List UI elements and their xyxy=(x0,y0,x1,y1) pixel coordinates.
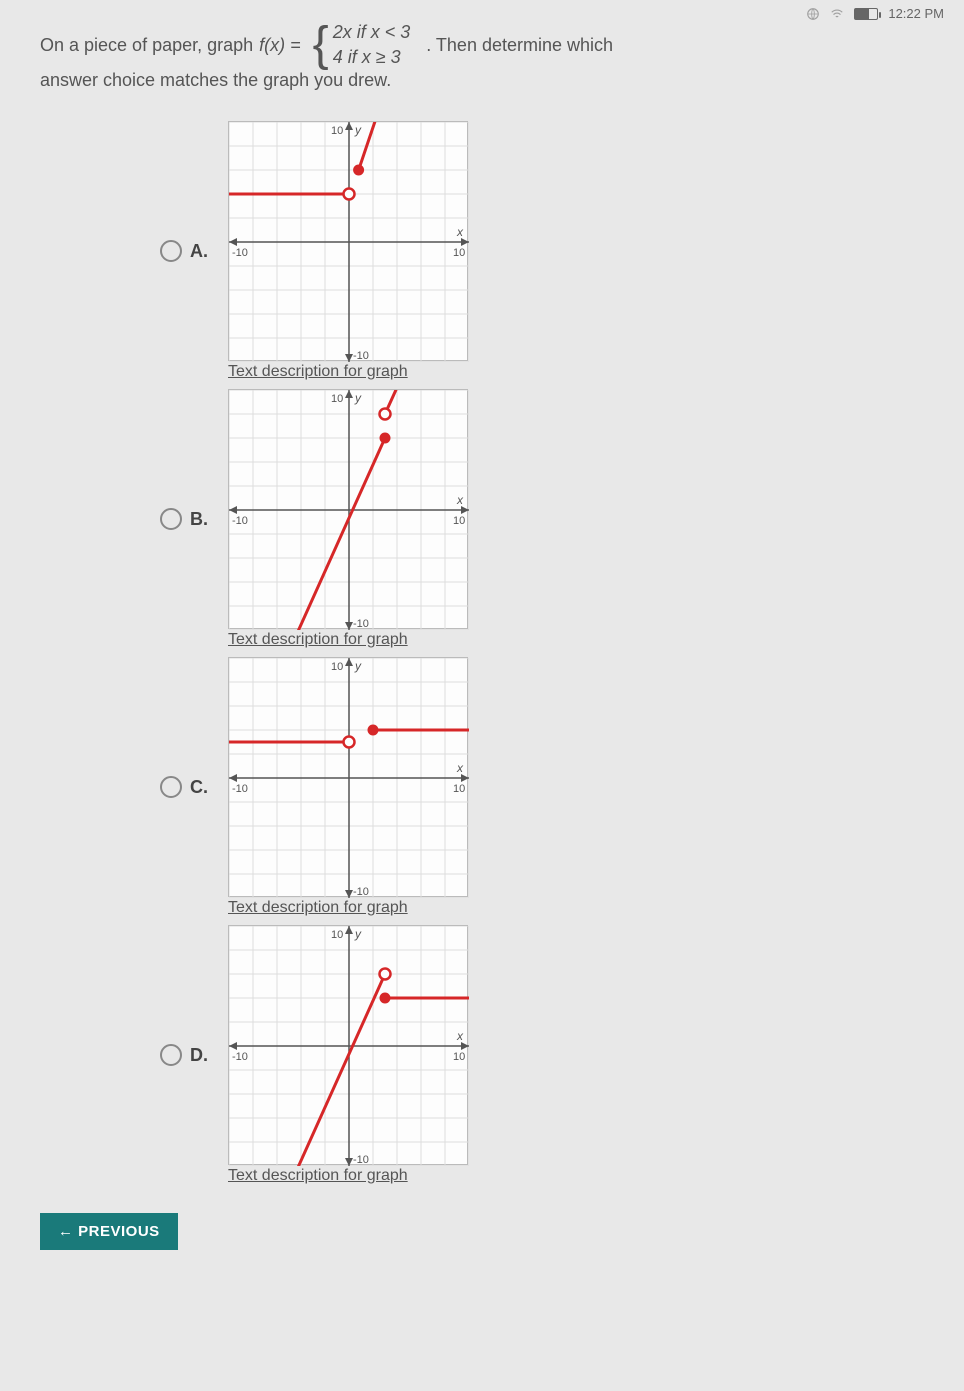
svg-text:-10: -10 xyxy=(353,1154,369,1166)
option-d-label: D. xyxy=(190,1045,210,1066)
piece-1: 2x if x < 3 xyxy=(329,20,415,45)
svg-text:10: 10 xyxy=(453,1051,465,1063)
radio-d[interactable] xyxy=(160,1044,182,1066)
graph-d-desc-link[interactable]: Text description for graph xyxy=(228,1167,468,1185)
network-icon xyxy=(806,7,820,21)
svg-text:-10: -10 xyxy=(232,783,248,795)
svg-text:10: 10 xyxy=(331,661,343,673)
radio-c[interactable] xyxy=(160,776,182,798)
graph-d: 10 y -10 -10 10 x xyxy=(228,925,468,1165)
wifi-icon xyxy=(830,7,844,21)
battery-icon xyxy=(854,8,878,20)
piecewise-function: { 2x if x < 3 4 if x ≥ 3 xyxy=(313,20,415,70)
option-a-label: A. xyxy=(190,241,210,262)
svg-text:10: 10 xyxy=(331,929,343,941)
option-b[interactable]: B. 10 y -10 -10 10 x Text description for gra… xyxy=(160,389,924,649)
status-bar: 12:22 PM xyxy=(806,6,944,21)
clock-time: 12:22 PM xyxy=(888,6,944,21)
graph-a-desc-link[interactable]: Text description for graph xyxy=(228,363,468,381)
option-d[interactable]: D. 10 y -10 -10 10 x Text description for gra… xyxy=(160,925,924,1185)
options-list: A. 10 y -10 -10 10 x Text description for gra… xyxy=(160,121,924,1185)
graph-a: 10 y -10 -10 10 x xyxy=(228,121,468,361)
svg-text:y: y xyxy=(354,659,362,673)
svg-text:10: 10 xyxy=(453,247,465,259)
svg-text:x: x xyxy=(456,1029,464,1043)
svg-text:x: x xyxy=(456,225,464,239)
fx-label: f(x) = xyxy=(259,35,301,56)
svg-text:-10: -10 xyxy=(353,886,369,898)
svg-text:-10: -10 xyxy=(232,247,248,259)
svg-text:10: 10 xyxy=(453,783,465,795)
option-a[interactable]: A. 10 y -10 -10 10 x Text description for gra… xyxy=(160,121,924,381)
svg-text:y: y xyxy=(354,927,362,941)
svg-text:y: y xyxy=(354,123,362,137)
svg-text:10: 10 xyxy=(331,393,343,405)
radio-a[interactable] xyxy=(160,240,182,262)
question-tail: . Then determine which xyxy=(426,35,613,56)
brace-icon: { xyxy=(313,25,329,65)
radio-b[interactable] xyxy=(160,508,182,530)
option-c-label: C. xyxy=(190,777,210,798)
graph-c-desc-link[interactable]: Text description for graph xyxy=(228,899,468,917)
option-c[interactable]: C. 10 y -10 -10 10 x Text description for gra… xyxy=(160,657,924,917)
graph-b: 10 y -10 -10 10 x xyxy=(228,389,468,629)
svg-text:y: y xyxy=(354,391,362,405)
previous-button[interactable]: ← PREVIOUS xyxy=(40,1213,178,1250)
svg-text:10: 10 xyxy=(331,125,343,137)
svg-text:-10: -10 xyxy=(232,515,248,527)
question-line2: answer choice matches the graph you drew… xyxy=(40,70,924,91)
piece-2: 4 if x ≥ 3 xyxy=(329,45,415,70)
svg-text:-10: -10 xyxy=(353,350,369,362)
question-text: On a piece of paper, graph f(x) = { 2x i… xyxy=(40,20,924,91)
question-lead: On a piece of paper, graph xyxy=(40,35,253,56)
svg-text:-10: -10 xyxy=(232,1051,248,1063)
graph-c: 10 y -10 -10 10 x xyxy=(228,657,468,897)
svg-text:-10: -10 xyxy=(353,618,369,630)
graph-b-desc-link[interactable]: Text description for graph xyxy=(228,631,468,649)
svg-text:x: x xyxy=(456,493,464,507)
svg-text:10: 10 xyxy=(453,515,465,527)
option-b-label: B. xyxy=(190,509,210,530)
svg-text:x: x xyxy=(456,761,464,775)
